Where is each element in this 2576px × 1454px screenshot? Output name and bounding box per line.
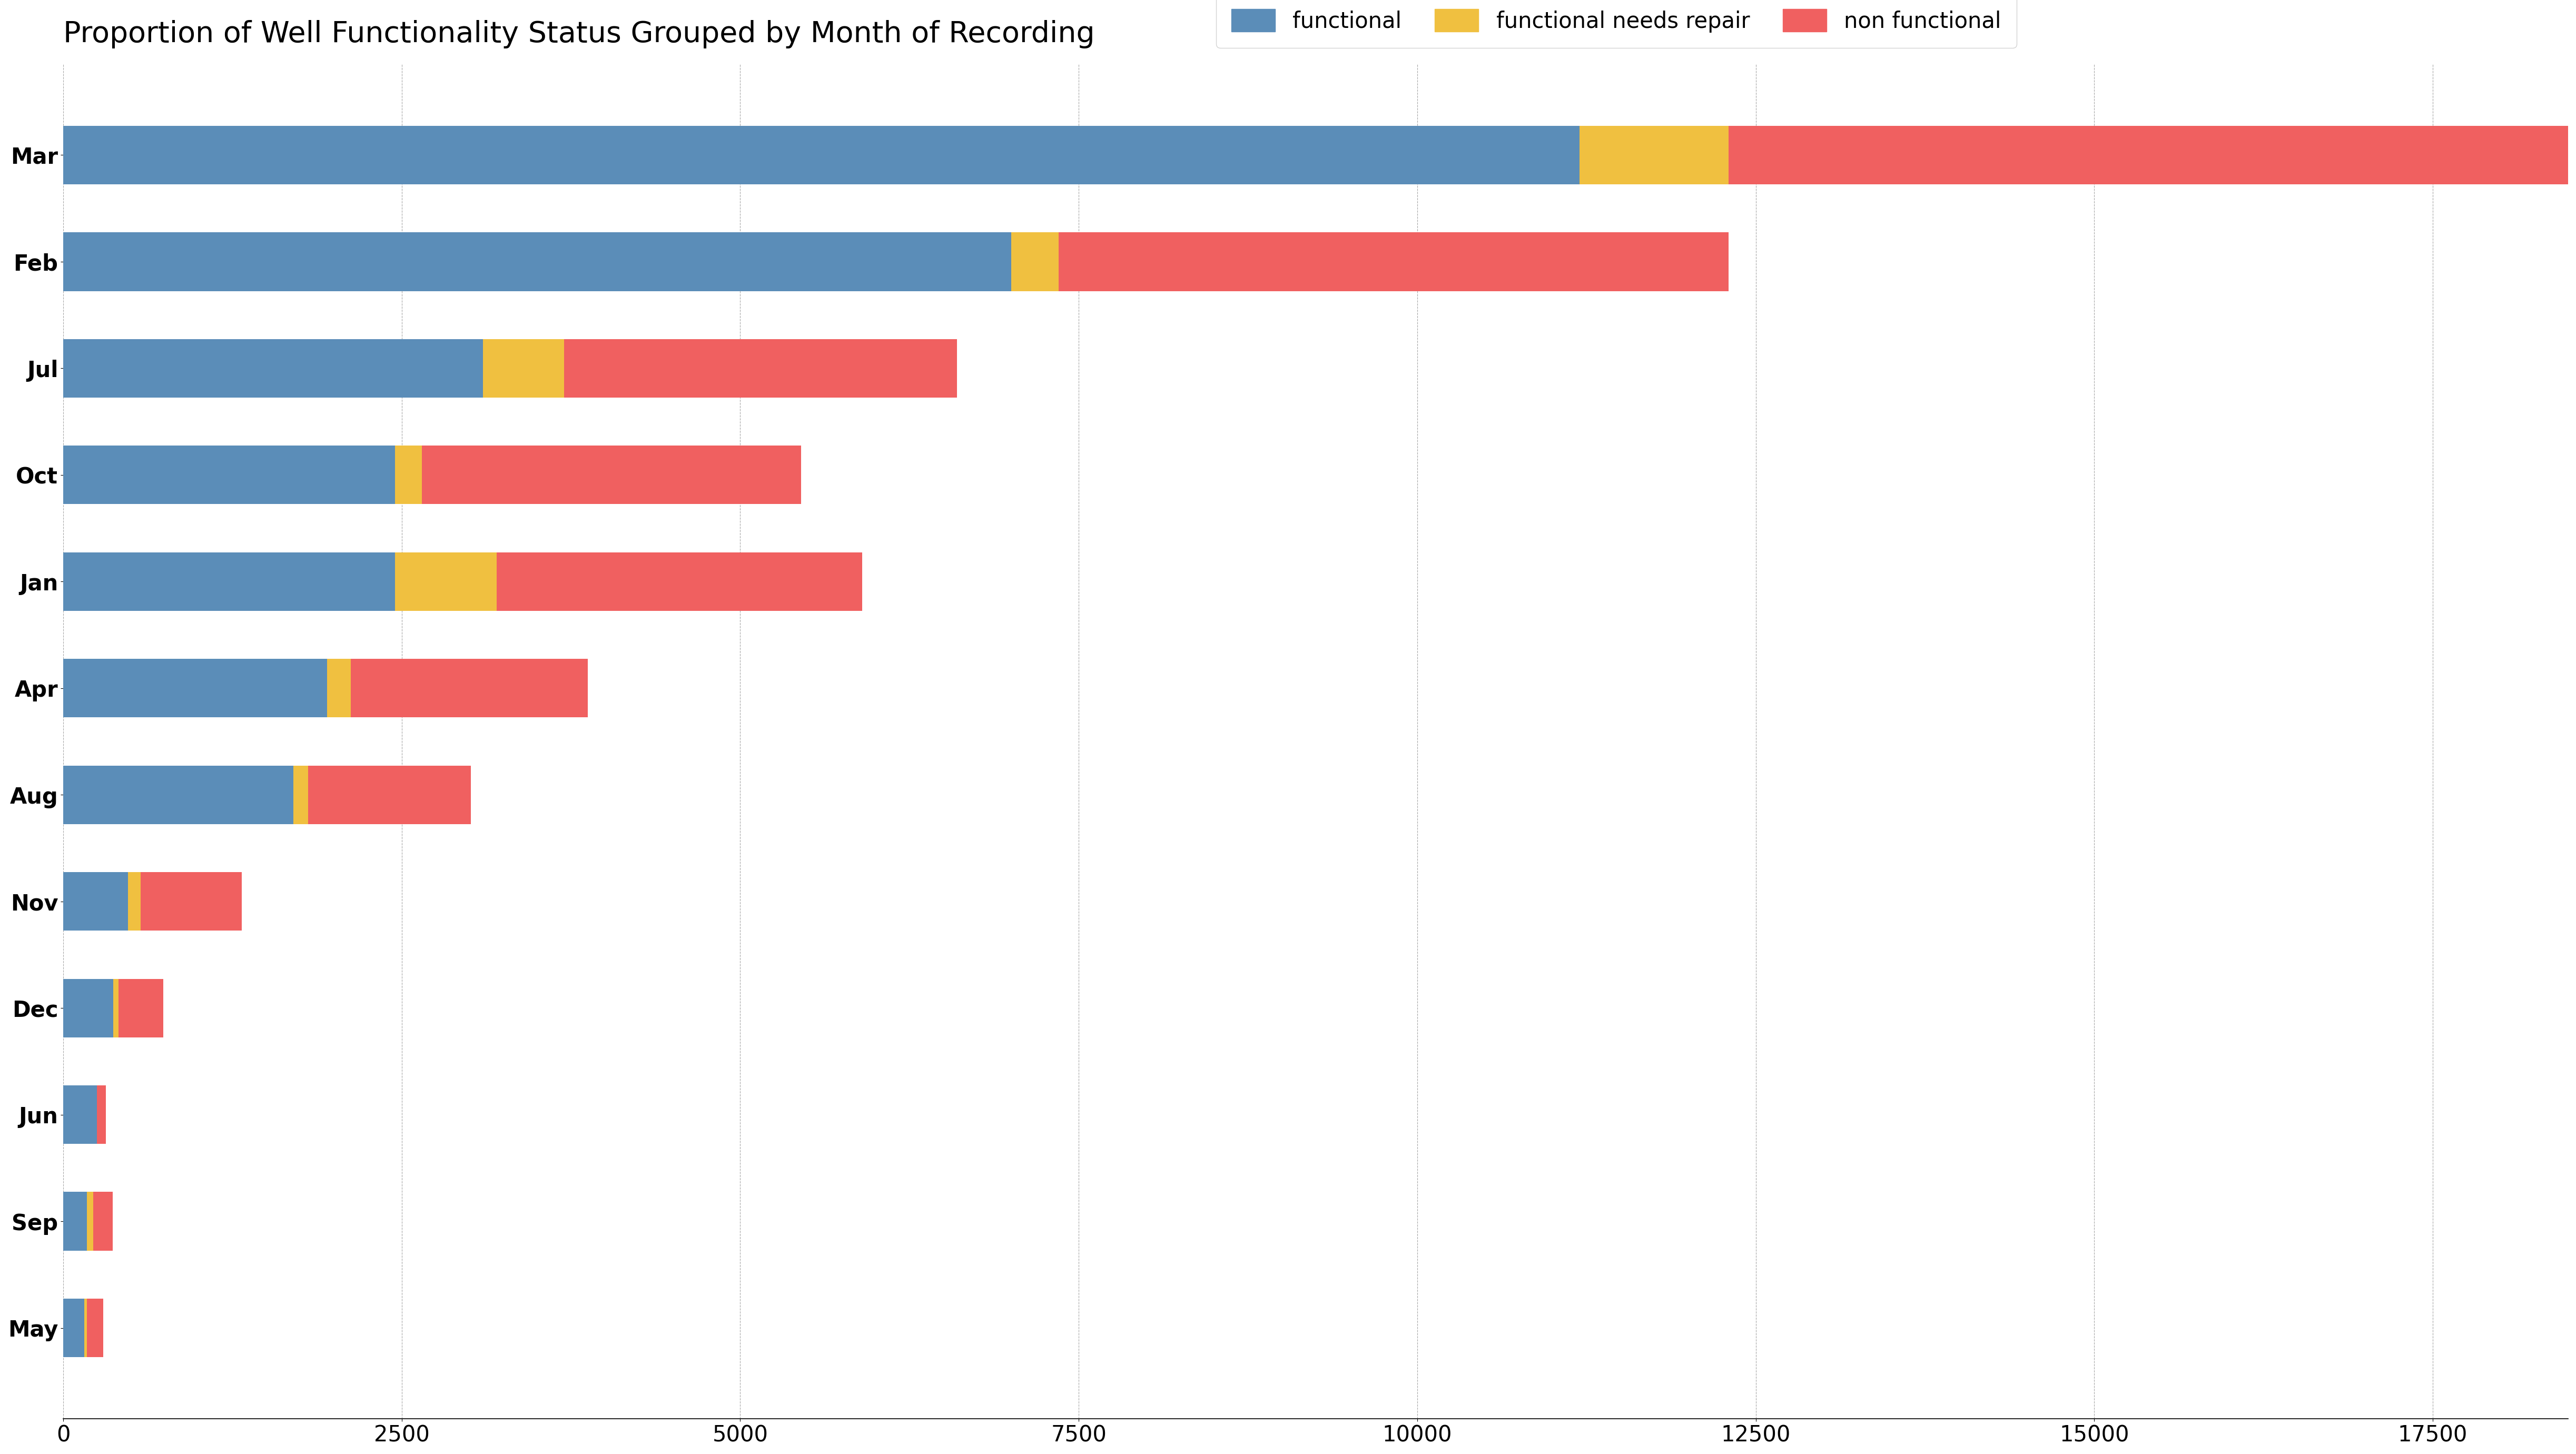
Bar [118,979,162,1037]
Bar [482,339,564,397]
Bar [64,233,1010,291]
Bar [88,1192,93,1250]
Bar [394,553,497,611]
Bar [129,872,142,931]
Bar [1010,233,1059,291]
Bar [142,872,242,931]
Legend: functional, functional needs repair, non functional: functional, functional needs repair, non… [1216,0,2017,48]
Bar [64,872,129,931]
Bar [1059,233,1728,291]
Bar [64,553,394,611]
Bar [64,765,294,824]
Bar [98,1085,106,1144]
Bar [64,659,327,717]
Bar [64,445,394,505]
Bar [422,445,801,505]
Bar [1728,125,2576,185]
Bar [93,1192,113,1250]
Bar [394,445,422,505]
Bar [64,1298,85,1357]
Bar [350,659,587,717]
Bar [64,1192,88,1250]
Bar [85,1298,88,1357]
Bar [64,1085,98,1144]
Bar [309,765,471,824]
Bar [327,659,350,717]
Bar [113,979,118,1037]
Bar [64,979,113,1037]
Bar [294,765,309,824]
Bar [88,1298,103,1357]
Bar [564,339,956,397]
Bar [64,339,482,397]
Text: Proportion of Well Functionality Status Grouped by Month of Recording: Proportion of Well Functionality Status … [64,20,1095,48]
Bar [1579,125,1728,185]
Bar [64,125,1579,185]
Bar [497,553,863,611]
